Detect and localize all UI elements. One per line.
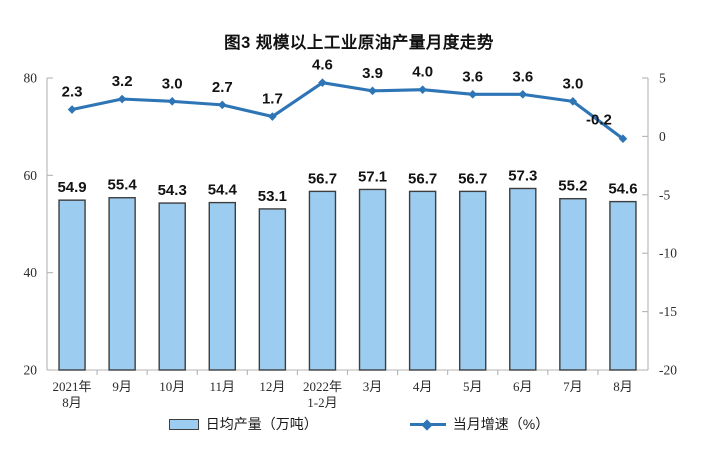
bar-6 bbox=[308, 190, 337, 371]
bar-value-label-4: 54.4 bbox=[208, 182, 238, 199]
bar-2 bbox=[108, 197, 136, 371]
bar-value-label-7: 57.1 bbox=[358, 168, 387, 185]
bar-value-label-2: 55.4 bbox=[108, 177, 138, 194]
bar-value-label-12: 54.6 bbox=[608, 181, 637, 198]
line-marker-6 bbox=[318, 78, 327, 87]
line-marker-12 bbox=[618, 134, 628, 144]
x-axis-category-label-6: 2022年 bbox=[303, 379, 342, 394]
bar-value-label-5: 53.1 bbox=[258, 188, 287, 205]
line-value-label-10: 3.6 bbox=[512, 68, 533, 85]
legend-item-bar: 日均产量（万吨） bbox=[168, 414, 318, 434]
chart-legend: 日均产量（万吨） 当月增速（%） bbox=[0, 414, 718, 434]
line-value-label-7: 3.9 bbox=[362, 65, 383, 82]
bar-value-label-9: 56.7 bbox=[458, 170, 487, 187]
line-value-label-3: 3.0 bbox=[162, 75, 183, 92]
x-axis-category-label-10: 6月 bbox=[513, 379, 533, 394]
x-axis-category-label-9: 5月 bbox=[463, 379, 483, 394]
line-marker-10 bbox=[518, 90, 528, 99]
x-axis-category-label-5: 12月 bbox=[259, 379, 285, 394]
right-axis-tick-label: 5 bbox=[659, 71, 666, 86]
line-value-label-1: 2.3 bbox=[62, 84, 83, 101]
line-value-label-5: 1.7 bbox=[262, 91, 283, 108]
line-value-label-12: -0.2 bbox=[586, 112, 612, 129]
bar-7 bbox=[358, 188, 387, 371]
bar-3 bbox=[158, 202, 186, 371]
bar-12 bbox=[609, 200, 637, 371]
x-axis-category-label-3: 10月 bbox=[159, 379, 185, 394]
x-axis-category-label-7: 3月 bbox=[363, 379, 383, 394]
bar-value-label-3: 54.3 bbox=[158, 182, 187, 199]
bar-swatch-icon bbox=[168, 418, 199, 430]
line-value-label-4: 2.7 bbox=[212, 79, 233, 96]
x-axis-category-sublabel-1: 8月 bbox=[62, 395, 82, 410]
line-value-label-11: 3.0 bbox=[562, 75, 583, 92]
line-marker-9 bbox=[468, 90, 478, 99]
x-axis-category-label-2: 9月 bbox=[112, 379, 132, 394]
line-diamond-swatch-icon bbox=[409, 418, 446, 431]
right-axis-tick-label: -10 bbox=[659, 246, 677, 261]
line-marker-5 bbox=[268, 112, 277, 121]
bar-value-label-6: 56.7 bbox=[308, 170, 337, 187]
bar-value-label-11: 55.2 bbox=[558, 178, 587, 195]
line-marker-11 bbox=[568, 97, 578, 106]
x-axis-category-label-8: 4月 bbox=[413, 379, 433, 394]
line-marker-7 bbox=[368, 86, 377, 96]
line-value-label-9: 3.6 bbox=[462, 68, 483, 85]
line-value-label-2: 3.2 bbox=[112, 73, 133, 90]
right-axis-tick-label: 0 bbox=[659, 129, 666, 144]
line-value-label-8: 4.0 bbox=[412, 64, 433, 81]
bar-11 bbox=[559, 197, 587, 371]
line-marker-2 bbox=[117, 94, 127, 104]
left-axis-tick-label: 60 bbox=[24, 168, 38, 183]
left-axis-tick-label: 40 bbox=[24, 265, 38, 280]
bar-1 bbox=[58, 199, 86, 371]
legend-label-line: 当月增速（%） bbox=[452, 416, 550, 432]
line-value-label-6: 4.6 bbox=[312, 57, 333, 74]
chart-title: 图3 规模以上工业原油产量月度走势 bbox=[224, 34, 494, 52]
right-axis-tick-label: -5 bbox=[659, 187, 670, 202]
bar-8 bbox=[408, 190, 437, 371]
x-axis-category-label-12: 8月 bbox=[613, 379, 633, 394]
x-axis-category-label-4: 11月 bbox=[210, 379, 236, 394]
line-marker-4 bbox=[217, 100, 227, 110]
legend-label-bar: 日均产量（万吨） bbox=[205, 416, 318, 432]
bar-value-label-1: 54.9 bbox=[57, 179, 86, 196]
x-axis-category-label-11: 7月 bbox=[563, 379, 583, 394]
right-axis-tick-label: -15 bbox=[659, 304, 677, 319]
bar-5 bbox=[258, 208, 287, 371]
legend-item-line: 当月增速（%） bbox=[409, 414, 550, 434]
x-axis-category-sublabel-6: 1-2月 bbox=[307, 395, 337, 410]
growth-rate-line bbox=[70, 81, 625, 141]
right-axis-tick-label: -20 bbox=[659, 363, 677, 378]
bar-4 bbox=[208, 201, 237, 371]
left-axis-tick-label: 20 bbox=[24, 363, 38, 378]
bar-value-label-10: 57.3 bbox=[508, 167, 537, 184]
line-marker-8 bbox=[418, 85, 427, 94]
line-marker-3 bbox=[167, 97, 177, 106]
x-axis-category-label-1: 2021年 bbox=[53, 379, 92, 394]
bar-10 bbox=[509, 187, 537, 371]
left-axis-tick-label: 80 bbox=[24, 71, 38, 86]
line-marker-1 bbox=[67, 105, 77, 114]
bar-9 bbox=[458, 190, 487, 371]
bar-value-label-8: 56.7 bbox=[408, 170, 437, 187]
